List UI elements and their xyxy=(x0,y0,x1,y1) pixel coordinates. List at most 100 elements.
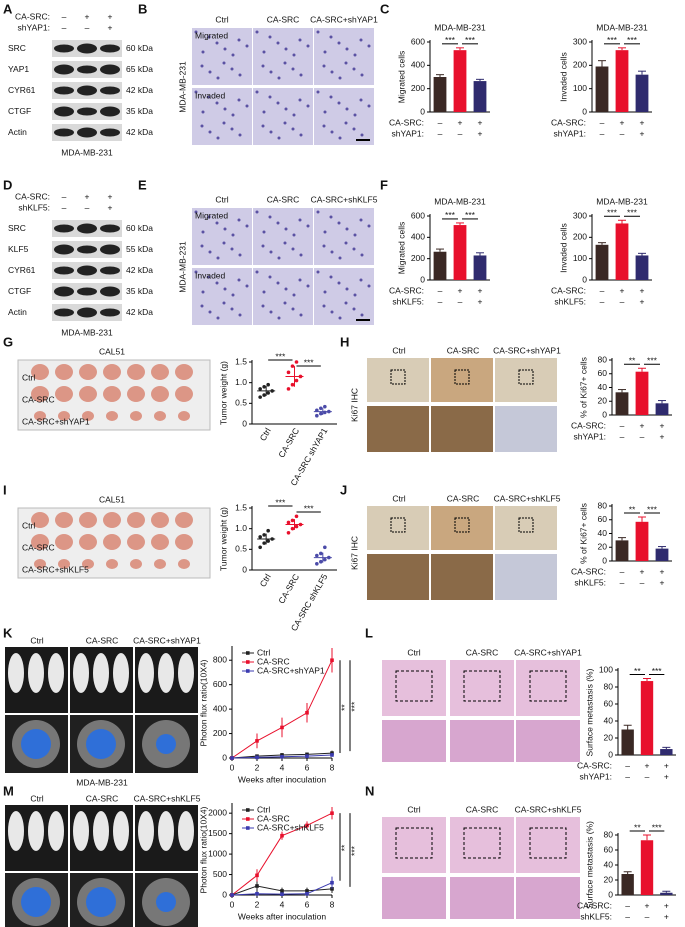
cell-dot xyxy=(329,35,333,39)
cell-dot xyxy=(194,30,198,34)
roi-box xyxy=(518,517,534,533)
marker xyxy=(255,755,259,760)
column-label: Ctrl xyxy=(392,345,405,355)
tumor xyxy=(127,386,145,402)
column-label: CA-SRC+shKLF5 xyxy=(515,804,582,814)
blot-band xyxy=(77,85,97,96)
condition-label: shYAP1: xyxy=(580,771,612,781)
condition-label: CA-SRC: xyxy=(389,285,424,295)
band-size: 60 kDa xyxy=(126,43,153,53)
tumor xyxy=(31,386,49,402)
y-tick-label: 200 xyxy=(411,83,425,93)
cell-dot xyxy=(292,233,296,237)
cell-dot xyxy=(262,290,266,294)
x-tick-label: 2 xyxy=(255,762,260,772)
signal xyxy=(156,892,176,912)
blot-band xyxy=(100,106,120,117)
condition-label: CA-SRC: xyxy=(551,285,586,295)
ihc-image xyxy=(431,358,493,402)
tumor xyxy=(103,512,121,528)
legend-label: CA-SRC+shKLF5 xyxy=(257,822,324,832)
condition-sign: + xyxy=(620,285,625,295)
marker xyxy=(280,725,284,730)
cell-dot xyxy=(245,284,249,288)
mouse xyxy=(28,653,44,693)
cell-dot xyxy=(268,95,272,99)
condition-sign: – xyxy=(62,22,67,32)
column-label: Ctrl xyxy=(215,194,228,204)
significance-label: *** xyxy=(652,822,663,832)
significance-label: ** xyxy=(339,704,349,711)
x-tick-label: 6 xyxy=(305,899,310,909)
condition-sign: + xyxy=(640,420,645,430)
tumor xyxy=(82,559,94,569)
cell-dot xyxy=(330,310,334,314)
tumor xyxy=(106,411,118,421)
cell-dot xyxy=(268,215,272,219)
legend-label: CA-SRC xyxy=(257,656,290,666)
condition-sign: – xyxy=(438,117,443,127)
cell-dot xyxy=(360,253,364,257)
band-size: 42 kDa xyxy=(126,127,153,137)
condition-sign: + xyxy=(640,566,645,576)
column-label: Ctrl xyxy=(30,635,43,645)
cell-dot xyxy=(345,107,349,111)
y-axis-label: Migrated cells xyxy=(396,222,406,274)
condition-sign: + xyxy=(458,285,463,295)
bar xyxy=(473,255,487,280)
panel-label: A xyxy=(3,1,13,16)
significance-label: *** xyxy=(445,35,456,45)
marker xyxy=(255,873,259,878)
cell-dot xyxy=(344,301,348,305)
condition-sign: – xyxy=(620,128,625,138)
cell-dot xyxy=(215,41,219,45)
tumor xyxy=(34,411,46,421)
condition-sign: – xyxy=(62,191,67,201)
condition-sign: – xyxy=(458,128,463,138)
condition-sign: + xyxy=(108,202,113,212)
condition-sign: + xyxy=(458,117,463,127)
y-axis-label: Migrated cells xyxy=(396,51,406,103)
bar xyxy=(635,371,649,415)
panel-label: E xyxy=(138,177,147,192)
blot-band xyxy=(77,307,97,318)
cell-dot xyxy=(299,73,303,77)
cell-dot xyxy=(194,90,198,94)
condition-label: shYAP1: xyxy=(554,128,586,138)
bar xyxy=(433,251,447,280)
y-tick-label: 600 xyxy=(411,36,425,46)
cell-dot xyxy=(201,110,205,114)
condition-sign: – xyxy=(625,911,630,921)
cell-dot xyxy=(316,30,320,34)
tumor xyxy=(55,534,73,550)
histology-zoom xyxy=(450,720,514,762)
point xyxy=(262,393,266,397)
ihc-image xyxy=(495,506,557,550)
mouse xyxy=(8,811,24,851)
condition-sign: – xyxy=(600,128,605,138)
point xyxy=(262,385,266,389)
column-label: Ctrl xyxy=(407,804,420,814)
condition-label: CA-SRC: xyxy=(15,11,50,21)
bar xyxy=(615,223,629,280)
cell-dot xyxy=(215,101,219,105)
panel-label: H xyxy=(340,334,349,349)
histology-zoom xyxy=(382,720,446,762)
significance-label: *** xyxy=(607,35,618,45)
photo-title: CAL51 xyxy=(99,494,125,504)
cell-dot xyxy=(316,210,320,214)
y-tick-label: 20 xyxy=(598,542,608,552)
condition-sign: + xyxy=(640,128,645,138)
micrograph xyxy=(314,28,374,85)
cell-dot xyxy=(367,44,371,48)
row-label: CA-SRC+shYAP1 xyxy=(22,416,90,426)
cell-dot xyxy=(323,50,327,54)
point xyxy=(266,539,270,543)
condition-sign: + xyxy=(640,117,645,127)
blot-band xyxy=(54,224,74,233)
y-tick-label: 0 xyxy=(420,274,425,284)
band-size: 60 kDa xyxy=(126,223,153,233)
significance-label: *** xyxy=(304,503,315,513)
bar xyxy=(453,50,467,112)
cell-dot xyxy=(298,98,302,102)
